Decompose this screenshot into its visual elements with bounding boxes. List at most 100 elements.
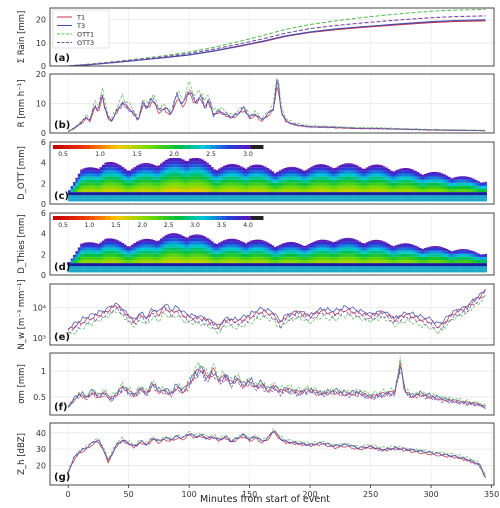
spectrum-bin <box>92 266 95 270</box>
spectrum-bin <box>116 198 120 202</box>
spectrum-bin <box>160 198 163 202</box>
spectrum-bin <box>191 164 195 168</box>
spectrum-bin <box>351 163 354 165</box>
spectrum-bin <box>140 176 144 180</box>
spectrum-bin <box>123 173 127 177</box>
spectrum-bin <box>438 189 441 193</box>
spectrum-bin <box>186 161 190 165</box>
spectrum-bin <box>368 192 371 196</box>
spectrum-bin <box>346 266 350 270</box>
spectrum-bin <box>235 192 238 196</box>
spectrum-bin <box>206 179 209 183</box>
spectrum-bin <box>247 244 250 248</box>
spectrum-bin <box>327 256 330 260</box>
spectrum-bin <box>77 198 81 202</box>
spectrum-bin <box>225 263 229 267</box>
spectrum-bin <box>155 256 158 260</box>
spectrum-bin <box>331 168 335 171</box>
spectrum-bin <box>402 263 405 267</box>
spectrum-bin <box>152 266 156 270</box>
spectrum-bin <box>300 244 304 248</box>
spectrum-bin <box>177 182 180 186</box>
spectrum-bin <box>322 179 325 183</box>
spectrum-bin <box>302 195 306 199</box>
spectrum-bin <box>397 250 400 254</box>
spectrum-bin <box>348 260 352 264</box>
spectrum-bin <box>164 244 168 248</box>
spectrum-bin <box>177 176 180 180</box>
spectrum-bin <box>322 182 325 186</box>
spectrum-bin <box>273 198 277 202</box>
spectrum-bin <box>179 198 183 202</box>
spectrum-bin <box>307 260 311 264</box>
spectrum-bin <box>77 189 81 193</box>
spectrum-bin <box>249 195 253 199</box>
spectrum-bin <box>295 253 299 257</box>
spectrum-bin <box>254 250 258 254</box>
spectrum-bin <box>114 256 117 260</box>
spectrum-bin <box>329 244 333 248</box>
y-axis-label: Σ Rain [mm] <box>17 11 27 64</box>
spectrum-bin <box>232 164 236 168</box>
spectrum-bin <box>218 185 221 189</box>
spectrum-bin <box>431 173 434 177</box>
spectrum-bin <box>186 192 190 196</box>
spectrum-bin <box>133 263 137 267</box>
spectrum-bin <box>92 263 95 267</box>
spectrum-bin <box>162 173 166 177</box>
spectrum-bin <box>406 176 410 180</box>
spectrum-bin <box>397 173 400 177</box>
spectrum-bin <box>368 166 371 168</box>
spectrum-bin <box>273 189 277 193</box>
spectrum-bin <box>399 192 403 196</box>
spectrum-bin <box>174 238 178 242</box>
spectrum-bin <box>433 185 437 189</box>
spectrum-bin <box>210 269 214 273</box>
spectrum-bin <box>339 185 342 189</box>
spectrum-bin <box>254 263 258 267</box>
spectrum-bin <box>435 192 439 196</box>
spectrum-bin <box>201 198 204 202</box>
spectrum-bin <box>382 166 386 168</box>
spectrum-bin <box>387 244 391 245</box>
spectrum-bin <box>186 238 190 242</box>
spectrum-bin <box>196 164 200 168</box>
spectrum-bin <box>404 260 408 264</box>
spectrum-bin <box>356 198 359 202</box>
spectrum-bin <box>455 253 458 257</box>
spectrum-bin <box>247 256 250 260</box>
spectrum-bin <box>206 182 209 186</box>
spectrum-bin <box>201 159 204 162</box>
spectrum-bin <box>419 256 422 260</box>
spectrum-bin <box>288 244 291 248</box>
spectrum-bin <box>73 269 76 273</box>
spectrum-bin <box>232 192 236 196</box>
spectrum-bin <box>336 179 340 183</box>
spectrum-bin <box>419 260 422 264</box>
spectrum-bin <box>450 269 454 273</box>
spectrum-bin <box>235 195 238 199</box>
spectrum-bin <box>203 170 207 174</box>
spectrum-bin <box>290 166 294 168</box>
spectrum-bin <box>106 256 110 260</box>
spectrum-bin <box>314 195 318 199</box>
spectrum-bin <box>484 185 487 189</box>
spectrum-bin <box>455 263 458 267</box>
spectrum-bin <box>97 256 100 260</box>
spectrum-bin <box>126 173 129 177</box>
spectrum-bin <box>206 192 209 196</box>
spectrum-bin <box>82 179 86 183</box>
spectrum-bin <box>196 247 200 251</box>
spectrum-bin <box>322 241 325 245</box>
spectrum-bin <box>254 253 258 257</box>
spectrum-bin <box>94 260 98 264</box>
spectrum-bin <box>324 247 328 251</box>
spectrum-bin <box>138 176 141 180</box>
spectrum-bin <box>462 269 466 273</box>
spectrum-bin <box>397 244 400 248</box>
spectrum-bin <box>353 266 357 270</box>
spectrum-bin <box>203 260 207 264</box>
spectrum-bin <box>477 266 480 270</box>
spectrum-bin <box>344 170 347 174</box>
spectrum-bin <box>196 234 200 236</box>
